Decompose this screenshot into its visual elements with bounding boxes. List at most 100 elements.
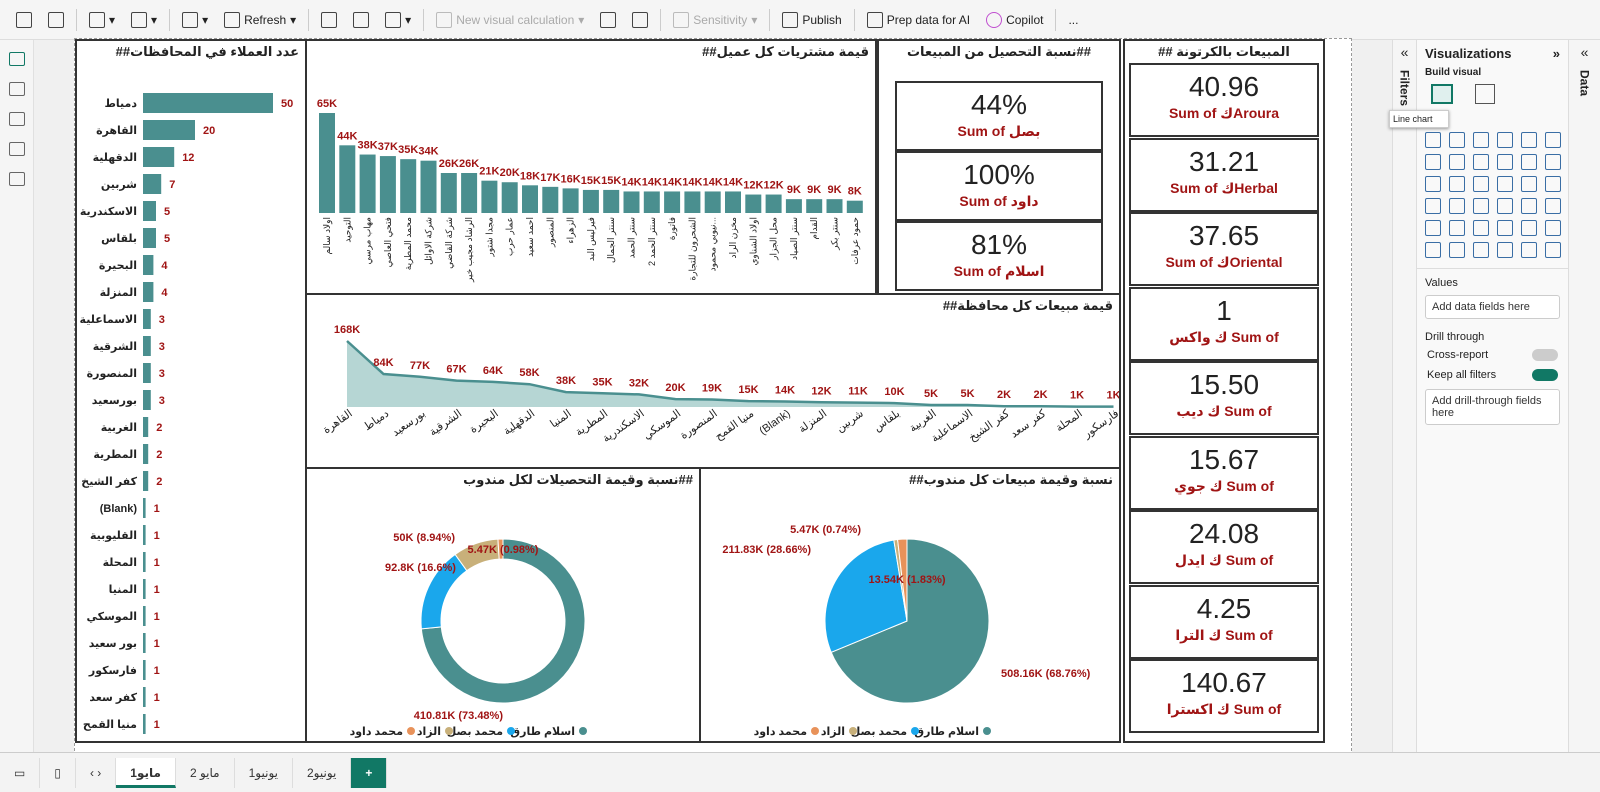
collapse-icon[interactable]: « (1400, 44, 1409, 60)
table-icon[interactable] (1425, 220, 1441, 236)
keep-filters-toggle[interactable] (1532, 369, 1558, 381)
filters-label[interactable]: Filters (1397, 70, 1412, 107)
publish-label: Publish (802, 12, 842, 27)
filters-pane[interactable]: « Filters (1392, 40, 1416, 752)
qa-icon[interactable] (1425, 242, 1441, 258)
clustered-bar-icon[interactable] (1473, 132, 1489, 148)
collections-per-rep-visual[interactable]: ##نسبة وقيمة التحصيلات لكل مندوب 410.81K… (305, 467, 701, 743)
narrative-icon[interactable] (1449, 242, 1465, 258)
funnel-icon[interactable] (1425, 176, 1441, 192)
get-data-button[interactable]: ▾ (81, 6, 123, 34)
line-column-icon[interactable] (1497, 154, 1513, 170)
page-tab[interactable]: مايو1 (116, 757, 176, 788)
text-box-button[interactable] (345, 6, 377, 34)
bar (143, 552, 146, 572)
cross-report-toggle[interactable] (1532, 349, 1558, 361)
python-visual-icon[interactable] (1497, 220, 1513, 236)
page-tab[interactable]: يونيو2 (293, 757, 352, 788)
treemap-icon[interactable] (1521, 176, 1537, 192)
donut-icon[interactable] (1497, 176, 1513, 192)
map-icon[interactable] (1545, 176, 1561, 192)
clustered-column-icon[interactable] (1497, 132, 1513, 148)
column-100-icon[interactable] (1545, 132, 1561, 148)
new-visual-button[interactable] (313, 6, 345, 34)
scatter-icon[interactable] (1449, 176, 1465, 192)
paginated-icon[interactable] (1473, 242, 1489, 258)
customers-by-gov-visual[interactable]: عدد العملاء في المحافظات## دمياط 50 القاهر… (75, 39, 307, 743)
dax-view-icon[interactable] (8, 142, 25, 156)
column (420, 160, 437, 213)
add-drill-field[interactable]: Add drill-through fields here (1425, 389, 1560, 425)
paste-button[interactable] (8, 6, 40, 34)
carton-card: 15.50 ك ديب Sum of (1129, 361, 1319, 435)
card-icon[interactable] (1497, 198, 1513, 214)
publish-button[interactable]: Publish (774, 6, 849, 34)
column (806, 199, 823, 213)
gauge-icon[interactable] (1473, 198, 1489, 214)
filled-map-icon[interactable] (1425, 198, 1441, 214)
azure-map-icon[interactable] (1449, 198, 1465, 214)
more-label: ... (1068, 12, 1079, 27)
category-label: التوحيد (342, 217, 352, 243)
matrix-icon[interactable] (1449, 220, 1465, 236)
sales-per-gov-visual[interactable]: قيمة مبيعات كل محافظة## 168K القاهرة 84K دم… (305, 293, 1121, 469)
table-view-icon[interactable] (8, 82, 25, 96)
add-page-button[interactable]: + (351, 757, 388, 788)
line-chart-icon[interactable] (1425, 154, 1441, 170)
desktop-layout-icon[interactable]: ▭ (0, 757, 41, 788)
carton-card: 4.25 ك الترا Sum of (1129, 584, 1319, 659)
decomposition-icon[interactable] (1545, 220, 1561, 236)
prev-page-icon[interactable]: ‹ › (76, 757, 117, 788)
bar-100-icon[interactable] (1521, 132, 1537, 148)
collapse-viz-icon[interactable]: » (1552, 46, 1560, 61)
copilot-button[interactable]: Copilot (978, 6, 1051, 34)
power-apps-icon[interactable] (1521, 242, 1537, 258)
slicer-icon[interactable] (1545, 198, 1561, 214)
format-painter-button[interactable] (40, 6, 72, 34)
refresh-button[interactable]: Refresh ▾ (216, 6, 304, 34)
stacked-bar-icon[interactable] (1425, 132, 1441, 148)
page-tab[interactable]: مايو 2 (176, 757, 235, 788)
format-visual-icon[interactable] (1475, 84, 1495, 104)
ribbon-icon[interactable] (1521, 154, 1537, 170)
page-tab[interactable]: يونيو1 (235, 757, 293, 788)
waterfall-icon[interactable] (1545, 154, 1561, 170)
stacked-column-icon[interactable] (1449, 132, 1465, 148)
sensitivity-button[interactable]: Sensitivity ▾ (665, 6, 765, 34)
add-data-field[interactable]: Add data fields here (1425, 295, 1560, 319)
sales-cartons-visual[interactable]: المبيعات بالكرتونة ## 40.96 Sum of كArour… (1123, 39, 1325, 743)
mobile-layout-icon[interactable]: ▯ (40, 757, 76, 788)
category-label: الغربية (101, 422, 137, 434)
key-influencers-icon[interactable] (1521, 220, 1537, 236)
bar (143, 120, 195, 140)
more-button[interactable]: ... (1060, 6, 1086, 34)
sales-per-rep-visual[interactable]: نسبة وقيمة مبيعات كل مندوب## 508.16K (68… (699, 467, 1121, 743)
trophy-icon[interactable] (1497, 242, 1513, 258)
more-visuals-button[interactable]: ▾ (377, 6, 419, 34)
transform-button[interactable]: ▾ (123, 6, 165, 34)
r-visual-icon[interactable] (1473, 220, 1489, 236)
power-automate-icon[interactable] (1545, 242, 1561, 258)
data-pane[interactable]: « Data (1568, 40, 1600, 752)
report-view-icon[interactable] (8, 52, 25, 66)
pie-icon[interactable] (1473, 176, 1489, 192)
category-label: دمياط (104, 98, 137, 110)
calculator-button[interactable] (592, 6, 624, 34)
new-visual-calc-button[interactable]: New visual calculation ▾ (428, 6, 592, 34)
tmdl-view-icon[interactable] (8, 172, 25, 186)
purchases-per-customer-visual[interactable]: قيمة مشتريات كل عميل## 65K اولاد سالم 44K ا… (305, 39, 877, 295)
expand-data-icon[interactable]: « (1580, 44, 1589, 60)
bar (143, 471, 149, 491)
build-visual-icon[interactable] (1431, 84, 1453, 104)
prep-ai-button[interactable]: Prep data for AI (859, 6, 978, 34)
measure-button[interactable] (624, 6, 656, 34)
data-label[interactable]: Data (1577, 70, 1592, 97)
area-chart-icon[interactable] (1449, 154, 1465, 170)
stacked-area-icon[interactable] (1473, 154, 1489, 170)
kpi-icon[interactable] (1521, 198, 1537, 214)
table-view-button[interactable]: ▾ (174, 6, 216, 34)
collection-ratio-visual[interactable]: ##نسبة التحصيل من المبيعات 44% Sum of بصل… (877, 39, 1121, 295)
refresh-label: Refresh (244, 12, 287, 27)
data-label: 8K (848, 186, 862, 198)
model-view-icon[interactable] (8, 112, 25, 126)
